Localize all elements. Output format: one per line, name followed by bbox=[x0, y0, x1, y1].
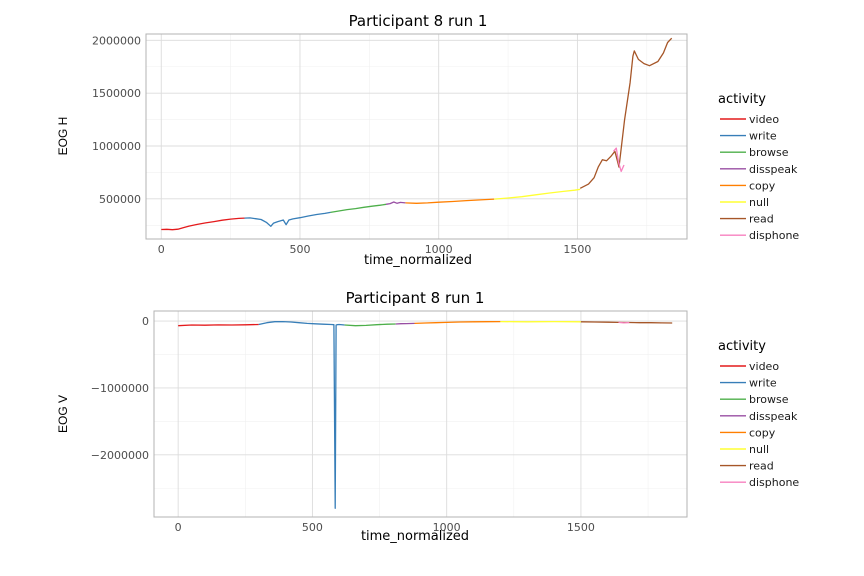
legend-label-browse: browse bbox=[749, 393, 789, 406]
x-tick-label: 1500 bbox=[567, 521, 595, 534]
bottom-x-axis-title: time_normalized bbox=[361, 529, 469, 544]
legend-label-disspeak: disspeak bbox=[749, 410, 798, 423]
series-line-video bbox=[161, 217, 245, 231]
x-tick-label: 1000 bbox=[433, 521, 461, 534]
series-line-disspeak bbox=[395, 322, 415, 325]
legend-label-video: video bbox=[749, 360, 779, 373]
legend-label-disspeak: disspeak bbox=[749, 163, 798, 176]
legend-label-disphone: disphone bbox=[749, 229, 799, 242]
legend-label-copy: copy bbox=[749, 179, 776, 192]
x-tick-label: 0 bbox=[175, 521, 182, 534]
y-tick-label: −2000000 bbox=[91, 449, 149, 462]
top-legend-title: activity bbox=[718, 92, 766, 107]
series-line-read bbox=[579, 37, 673, 189]
x-tick-label: 500 bbox=[289, 243, 310, 256]
legend-label-browse: browse bbox=[749, 146, 789, 159]
x-tick-label: 500 bbox=[302, 521, 323, 534]
series-line-disphone bbox=[613, 147, 625, 173]
legend-label-write: write bbox=[749, 130, 777, 143]
y-tick-label: 1000000 bbox=[92, 140, 141, 153]
series-line-copy bbox=[405, 198, 495, 204]
legend-label-null: null bbox=[749, 196, 769, 209]
y-tick-label: 1500000 bbox=[92, 87, 141, 100]
y-tick-label: 500000 bbox=[99, 193, 141, 206]
top-chart-title: Participant 8 run 1 bbox=[349, 12, 488, 30]
series-line-disphone bbox=[618, 321, 630, 324]
bottom-plot-area: 0 500 1000 1500 0 −1000000 −2000000 bbox=[91, 310, 688, 534]
panel-border bbox=[153, 310, 688, 518]
series-line-null bbox=[494, 188, 581, 200]
y-tick-label: −1000000 bbox=[91, 382, 149, 395]
series-line-copy bbox=[414, 320, 501, 325]
x-tick-label: 0 bbox=[158, 243, 165, 256]
y-tick-label: 2000000 bbox=[92, 34, 141, 47]
legend-label-copy: copy bbox=[749, 426, 776, 439]
legend-label-video: video bbox=[749, 113, 779, 126]
legend-label-read: read bbox=[749, 213, 774, 226]
eog-h-chart: Participant 8 run 1 time_normalized EOG … bbox=[56, 12, 799, 268]
legend-label-read: read bbox=[749, 460, 774, 473]
bottom-legend: activity video write browse disspeak copy nul… bbox=[718, 339, 799, 489]
series-line-write bbox=[244, 211, 331, 227]
bottom-chart-title: Participant 8 run 1 bbox=[346, 289, 485, 307]
top-legend: activity video write browse disspeak copy nul… bbox=[718, 92, 799, 242]
bottom-y-axis-title: EOG V bbox=[56, 395, 70, 433]
top-legend-items: video write browse disspeak copy null read disp… bbox=[720, 113, 799, 242]
series-line-write bbox=[258, 320, 345, 509]
eog-v-chart: Participant 8 run 1 time_normalized EOG … bbox=[56, 289, 799, 544]
series-line-disspeak bbox=[385, 201, 406, 205]
legend-label-disphone: disphone bbox=[749, 476, 799, 489]
top-plot-area: 0 500 1000 1500 500000 1000000 1500000 2000000 bbox=[92, 33, 688, 256]
legend-label-null: null bbox=[749, 443, 769, 456]
series-line-browse bbox=[330, 203, 387, 214]
panel-border bbox=[145, 33, 688, 240]
x-tick-label: 1500 bbox=[563, 243, 591, 256]
bottom-legend-items: video write browse disspeak copy null read disp… bbox=[720, 360, 799, 489]
bottom-legend-title: activity bbox=[718, 339, 766, 354]
legend-label-write: write bbox=[749, 377, 777, 390]
y-tick-label: 0 bbox=[142, 315, 149, 328]
top-y-axis-title: EOG H bbox=[56, 117, 70, 156]
top-x-axis-title: time_normalized bbox=[364, 253, 472, 268]
series-line-browse bbox=[344, 323, 396, 327]
series-line-video bbox=[178, 323, 259, 327]
x-tick-label: 1000 bbox=[425, 243, 453, 256]
